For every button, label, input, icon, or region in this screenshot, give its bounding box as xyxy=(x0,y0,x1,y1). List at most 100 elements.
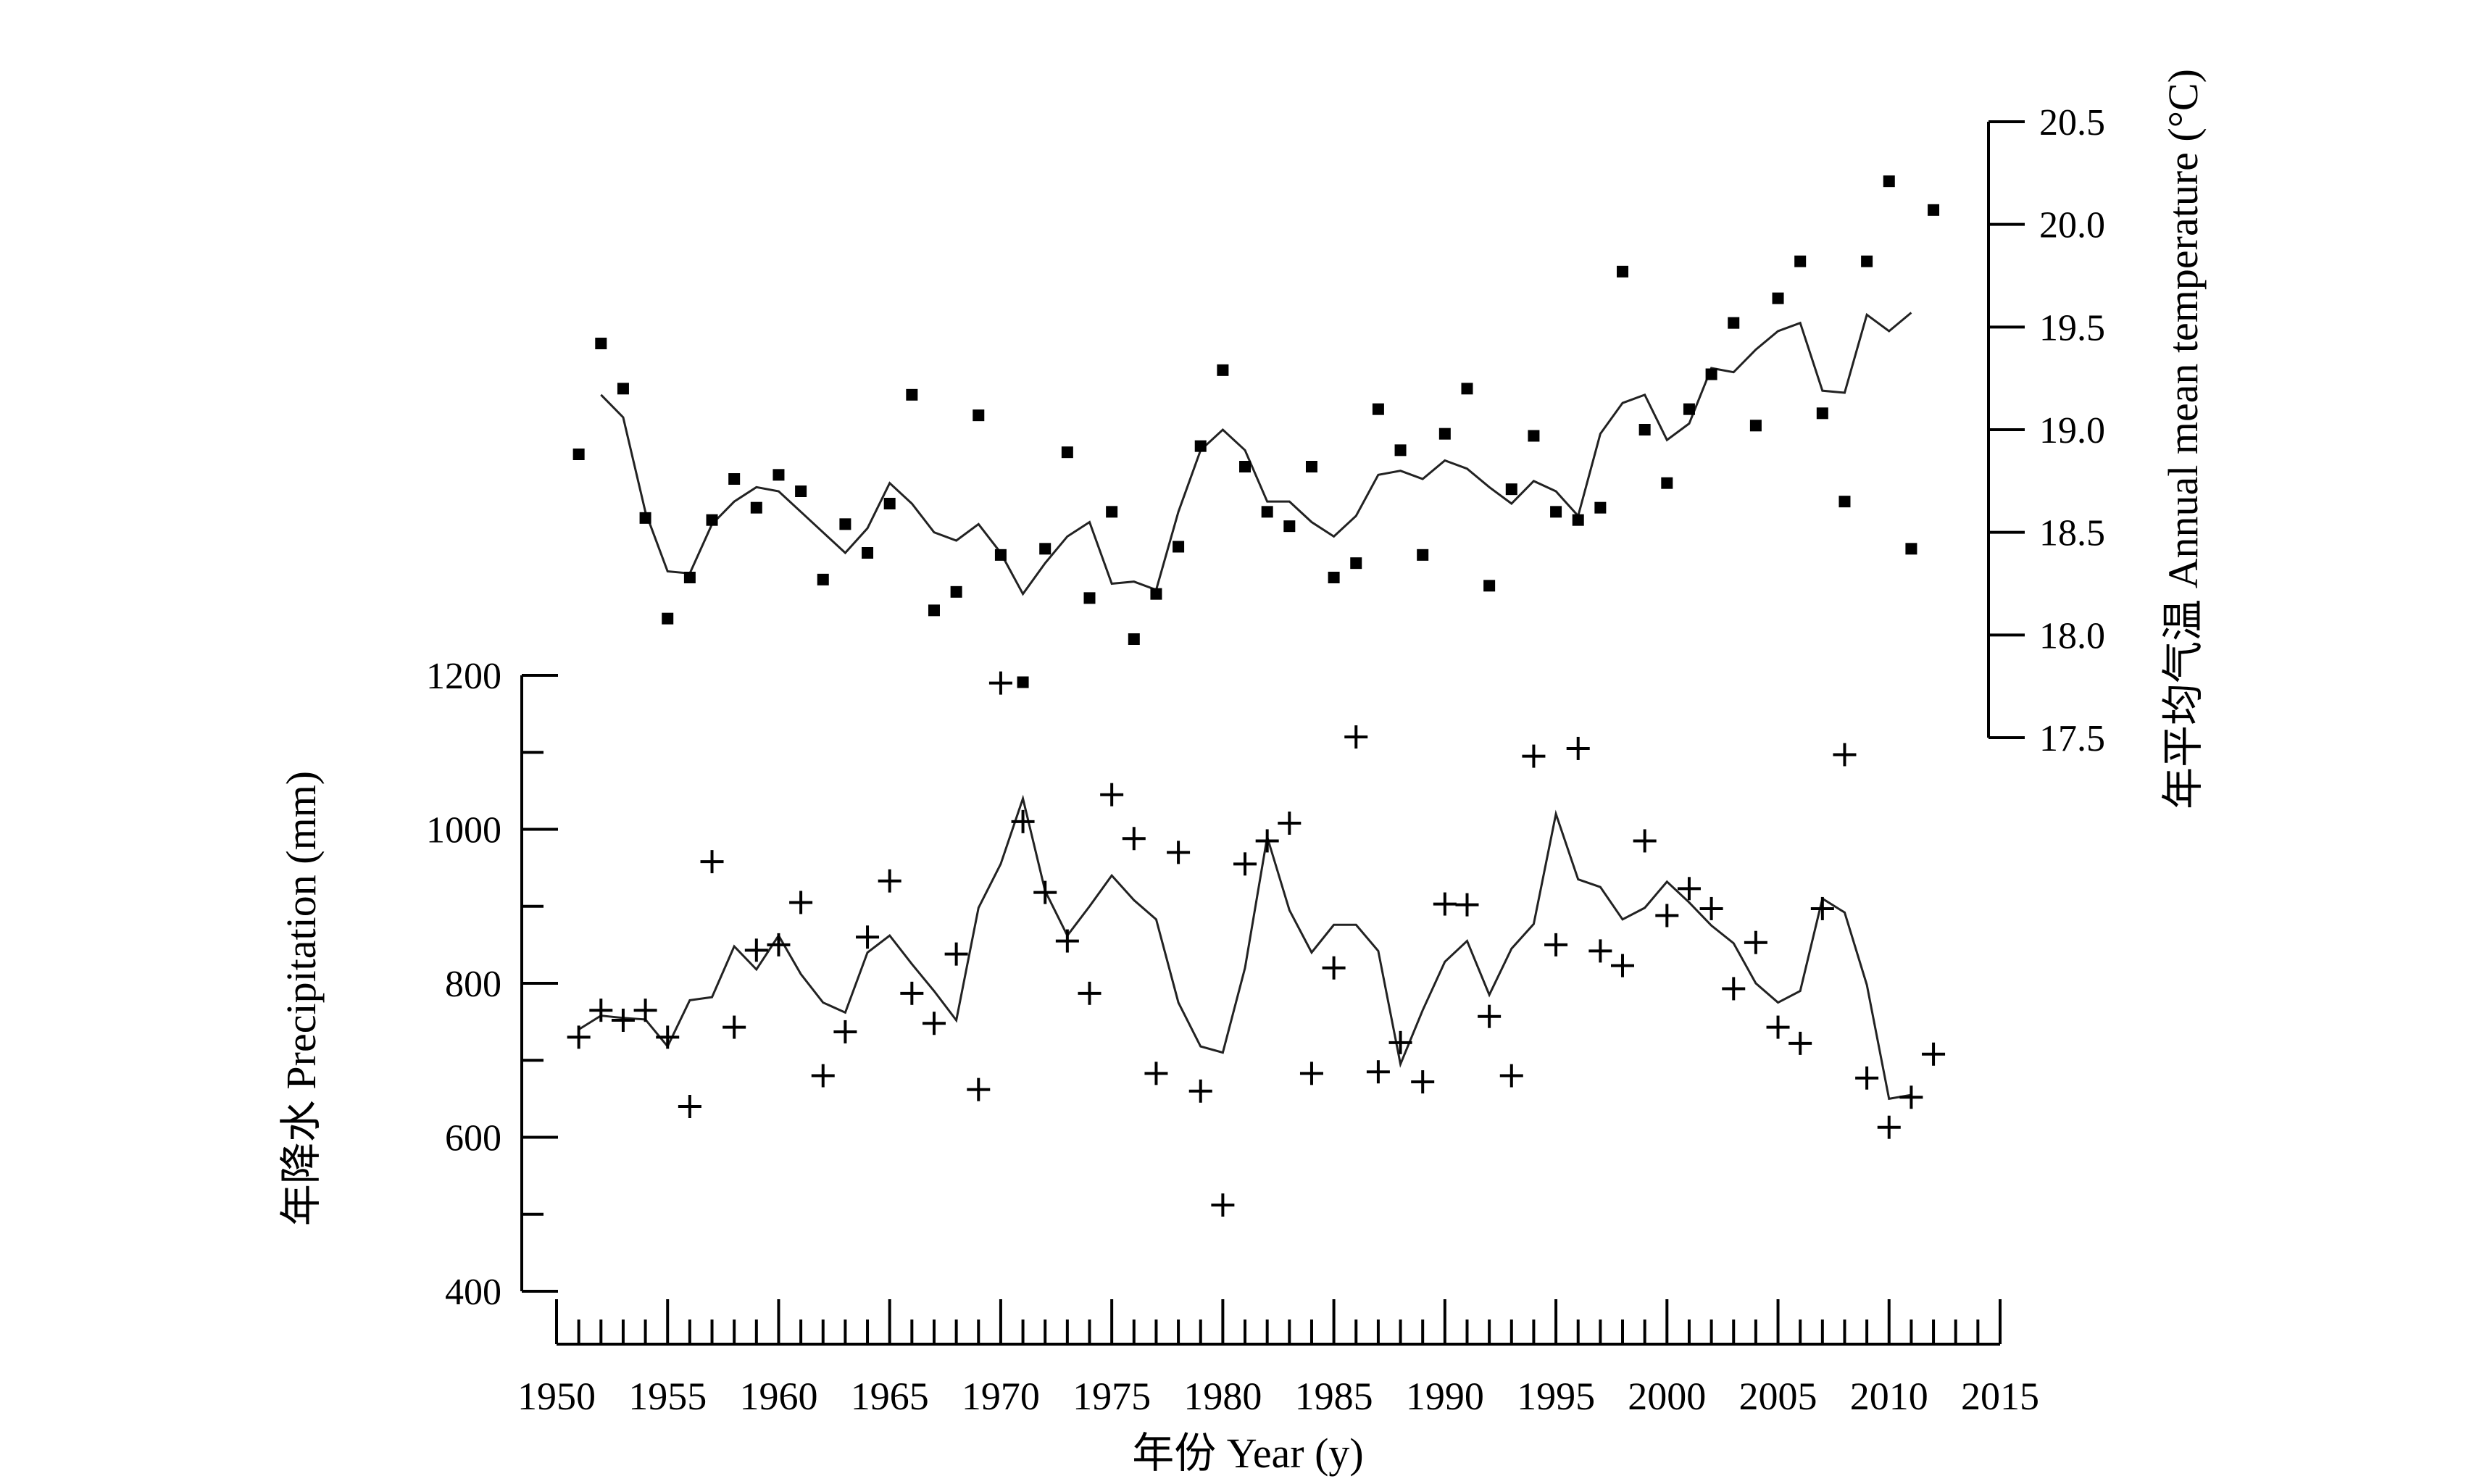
x-tick-label: 2010 xyxy=(1850,1375,1928,1418)
temperature-axis-label: 年平均气温 Annual mean temperature (°C) xyxy=(2160,69,2207,809)
temperature-point xyxy=(817,573,829,585)
precipitation-point xyxy=(1411,1070,1435,1093)
temperature-point xyxy=(862,547,874,559)
temperature-point xyxy=(1683,403,1695,415)
temperature-point xyxy=(1461,383,1473,395)
x-tick-label: 2005 xyxy=(1739,1375,1817,1418)
temperature-point xyxy=(1017,676,1029,688)
precipitation-point xyxy=(1478,1004,1502,1028)
precipitation-point xyxy=(1499,1064,1523,1088)
temperature-point xyxy=(1550,506,1562,518)
temperature-point xyxy=(1505,483,1517,496)
temperature-point xyxy=(1173,541,1185,553)
precipitation-point xyxy=(789,891,813,914)
x-axis-label: 年份 Year (y) xyxy=(1132,1430,1364,1477)
temperature-point xyxy=(1394,444,1407,457)
precipitation-point xyxy=(1788,1031,1812,1055)
temperature-point xyxy=(1106,506,1118,518)
temperature-tick-label: 18.0 xyxy=(2039,615,2105,656)
precipitation-point xyxy=(1655,904,1679,928)
temperature-point xyxy=(1239,461,1252,472)
precipitation-point xyxy=(1100,783,1124,806)
x-tick-label: 1970 xyxy=(962,1375,1040,1418)
temperature-point xyxy=(683,572,696,583)
precipitation-moving-average-line xyxy=(578,794,1912,1101)
precipitation-point xyxy=(1078,981,1102,1005)
temperature-point xyxy=(1749,420,1762,432)
precipitation-point xyxy=(1233,852,1257,876)
temperature-point xyxy=(1194,440,1207,452)
precipitation-point xyxy=(1744,930,1767,954)
precipitation-point xyxy=(656,1025,680,1049)
temperature-point xyxy=(750,501,762,514)
temperature-tick-label: 17.5 xyxy=(2039,718,2105,759)
temperature-point xyxy=(906,388,918,401)
temperature-point xyxy=(772,469,785,481)
precipitation-point xyxy=(1722,977,1746,1001)
temperature-point xyxy=(1816,407,1828,420)
temperature-point xyxy=(1039,543,1051,555)
precipitation-point xyxy=(967,1077,991,1101)
precipitation-point xyxy=(1055,929,1079,953)
precipitation-point xyxy=(1611,954,1635,977)
precipitation-point xyxy=(567,1025,591,1049)
precipitation-point xyxy=(922,1012,946,1035)
temperature-point xyxy=(950,585,962,598)
temperature-point xyxy=(1638,424,1651,435)
x-tick-label: 2015 xyxy=(1961,1375,2039,1418)
temperature-point xyxy=(994,549,1007,561)
x-tick-label: 2000 xyxy=(1628,1375,1706,1418)
temperature-tick-label: 19.5 xyxy=(2039,307,2105,349)
temperature-point xyxy=(1061,446,1073,459)
temperature-point xyxy=(1794,255,1807,267)
temperature-point xyxy=(706,514,718,526)
temperature-point xyxy=(1438,428,1451,440)
precipitation-point xyxy=(700,850,724,874)
precipitation-point xyxy=(1255,829,1279,853)
x-axis: 1950 1955 1960 1965 1970 1975 1980 1985 1990 1995… xyxy=(517,1299,2039,1418)
temperature-point xyxy=(1328,572,1340,583)
temperature-point xyxy=(1572,514,1584,526)
precipitation-point xyxy=(1588,939,1612,963)
precipitation-point xyxy=(878,869,901,893)
temperature-point xyxy=(1883,175,1895,188)
precipitation-panel: 400 600 800 1000 1200 xyxy=(426,656,1946,1313)
precipitation-point xyxy=(1344,725,1368,749)
precipitation-point xyxy=(1766,1015,1790,1039)
temperature-tick-label: 19.0 xyxy=(2039,410,2105,451)
precipitation-point xyxy=(678,1095,701,1118)
x-tick-label: 1965 xyxy=(851,1375,929,1418)
precipitation-point xyxy=(900,981,924,1005)
temperature-point xyxy=(1417,549,1429,561)
precipitation-point xyxy=(767,933,791,956)
precipitation-point xyxy=(988,671,1012,695)
precipitation-point xyxy=(633,999,657,1022)
temperature-moving-average-line xyxy=(600,312,1912,596)
temperature-point xyxy=(1150,588,1162,600)
temperature-point xyxy=(1372,403,1384,415)
precipitation-point xyxy=(1899,1085,1923,1109)
precipitation-tick-label: 600 xyxy=(445,1118,501,1159)
temperature-point xyxy=(795,485,807,497)
temperature-point xyxy=(1705,368,1717,380)
x-tick-label: 1980 xyxy=(1183,1375,1262,1418)
temperature-point xyxy=(1594,501,1607,514)
precipitation-point xyxy=(1278,812,1302,835)
precipitation-point xyxy=(1522,744,1546,768)
precipitation-point xyxy=(1922,1042,1946,1066)
temperature-point xyxy=(1350,557,1362,570)
precipitation-point xyxy=(1699,896,1723,920)
precipitation-point xyxy=(944,942,968,966)
precipitation-point xyxy=(1122,827,1146,851)
temperature-tick-label: 20.0 xyxy=(2039,205,2105,246)
temperature-point xyxy=(617,383,629,395)
temperature-point xyxy=(1772,292,1784,304)
precipitation-point xyxy=(833,1020,857,1043)
temperature-point xyxy=(1728,317,1740,329)
temperature-point xyxy=(1083,592,1096,604)
precipitation-point xyxy=(1566,736,1590,760)
temperature-point xyxy=(973,409,985,422)
temperature-point xyxy=(1838,496,1851,508)
precipitation-point xyxy=(1366,1060,1390,1084)
